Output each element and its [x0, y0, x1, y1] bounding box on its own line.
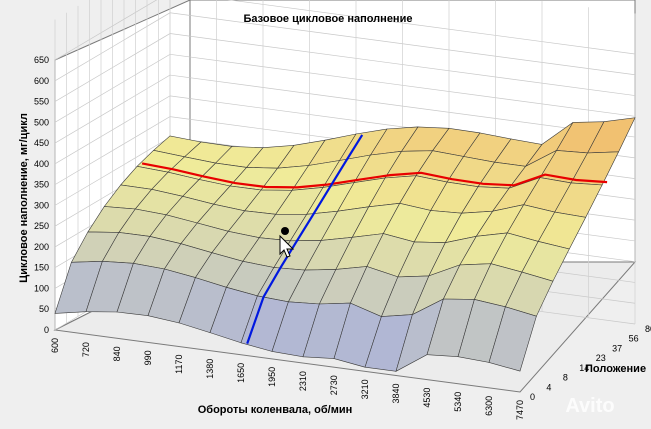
surface-cell — [488, 306, 537, 372]
mouse-cursor — [279, 227, 295, 258]
z-tick-label: 200 — [34, 242, 49, 252]
rpm-tick-label: 720 — [81, 342, 91, 357]
rpm-tick-label: 840 — [112, 346, 122, 361]
arrow-cursor-icon — [279, 234, 295, 258]
rpm-tick-label: 6300 — [484, 396, 494, 416]
z-tick-label: 650 — [34, 55, 49, 65]
z-tick-label: 50 — [39, 304, 49, 314]
rpm-tick-label: 1380 — [205, 359, 215, 379]
rpm-tick-label: 2310 — [298, 371, 308, 391]
rpm-tick-label: 1170 — [174, 355, 184, 374]
blue-section-line — [246, 134, 364, 344]
z-tick-label: 450 — [34, 138, 49, 148]
z-tick-label: 400 — [34, 159, 49, 169]
wall-gridline — [54, 0, 636, 61]
z-tick-label: 100 — [34, 283, 49, 293]
rpm-tick-label: 990 — [143, 350, 153, 365]
position-tick-label: 8 — [563, 373, 568, 383]
z-tick-label: 150 — [34, 263, 49, 273]
position-tick-label: 23 — [596, 353, 606, 363]
watermark-text: Avito — [565, 395, 614, 417]
z-axis-title: Цикловое наполнение, мг/цикл — [18, 113, 30, 283]
z-tick-label: 500 — [34, 117, 49, 127]
position-tick-label: 0 — [530, 392, 535, 402]
z-tick-label: 600 — [34, 76, 49, 86]
rpm-tick-label: 4530 — [422, 388, 432, 408]
surface-lines — [141, 134, 608, 344]
rpm-tick-label: 3840 — [391, 384, 401, 404]
rpm-tick-label: 2730 — [329, 375, 339, 395]
cursor-point — [281, 227, 289, 235]
position-tick-label: 56 — [629, 334, 639, 344]
surface-mesh — [54, 117, 636, 372]
position-tick-label: 4 — [546, 382, 551, 392]
red-section-line — [141, 162, 608, 189]
z-tick-label: 550 — [34, 97, 49, 107]
position-axis-title: Положение — [585, 363, 646, 375]
rpm-axis-title: Обороты коленвала, об/мин — [198, 404, 353, 416]
rpm-tick-label: 1950 — [267, 367, 277, 387]
rpm-tick-label: 1650 — [236, 363, 246, 383]
position-tick-label: 80 — [645, 324, 651, 334]
z-tick-label: 250 — [34, 221, 49, 231]
rpm-tick-label: 3210 — [360, 379, 370, 399]
chart-title: Базовое цикловое наполнение — [244, 13, 413, 25]
position-tick-label: 37 — [612, 343, 622, 353]
position-axis-ticks: 0 4 8 14 23 37 56 80 — [530, 324, 651, 402]
z-axis-ticks: 0 50 100 150 200 250 300 350 400 450 500 550 600 650 — [34, 55, 49, 335]
rpm-tick-label: 5340 — [453, 392, 463, 412]
rpm-tick-label: 600 — [50, 338, 60, 353]
z-tick-label: 350 — [34, 180, 49, 190]
position-tick-label: 14 — [579, 363, 589, 373]
z-tick-label: 300 — [34, 200, 49, 210]
rpm-tick-label: 7470 — [515, 400, 525, 420]
z-tick-label: 0 — [44, 325, 49, 335]
rpm-axis-ticks: 600 720 840 990 1170 1380 1650 1950 2310 2730 3210… — [50, 338, 525, 420]
